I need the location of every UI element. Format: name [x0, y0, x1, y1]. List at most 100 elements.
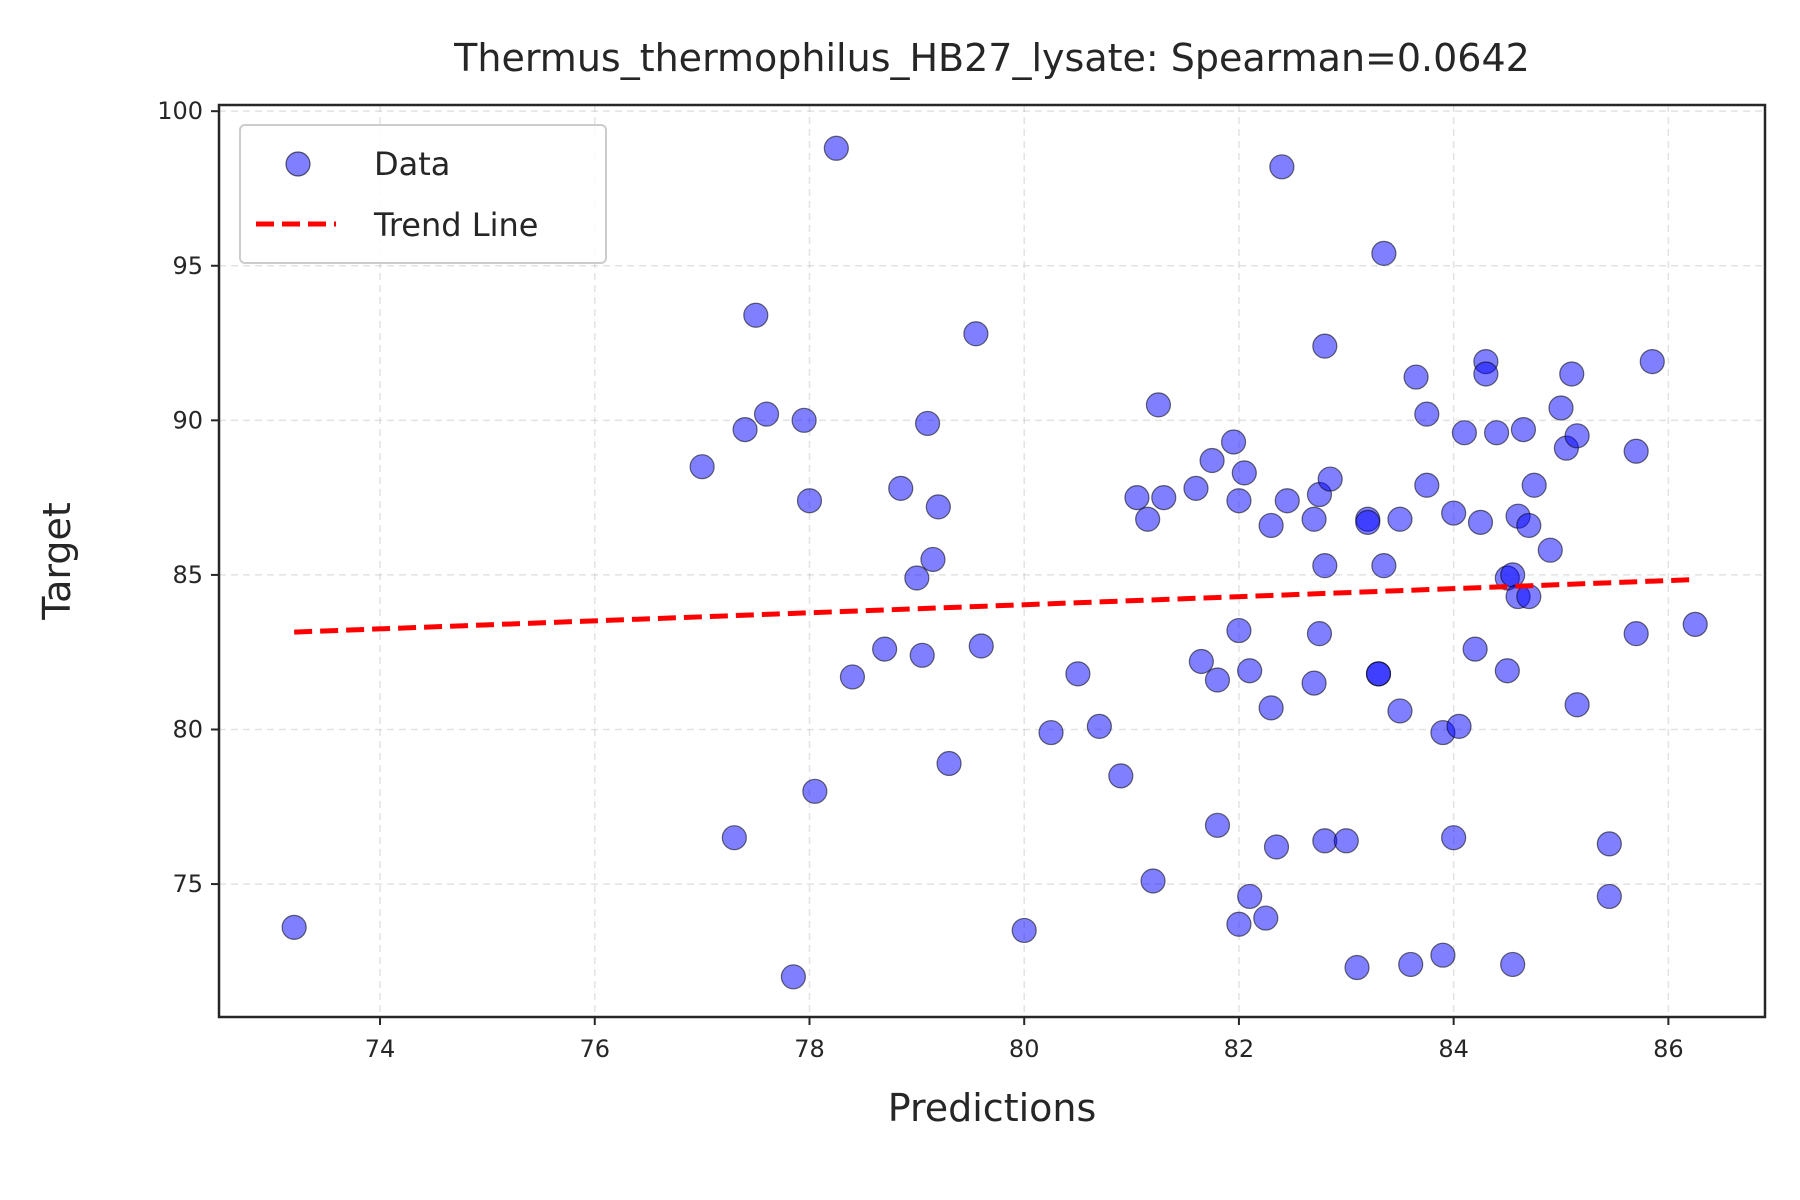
- x-tick-label: 86: [1653, 1035, 1684, 1063]
- data-point: [936, 750, 962, 777]
- legend-box: [239, 124, 607, 264]
- data-point: [1510, 417, 1537, 443]
- data-point: [839, 664, 866, 690]
- data-point: [1237, 658, 1263, 684]
- data-point: [1639, 348, 1665, 375]
- y-tick-label: 85: [172, 561, 203, 589]
- data-point: [1500, 562, 1526, 588]
- data-point: [968, 633, 994, 659]
- data-point: [1183, 475, 1209, 501]
- data-point: [1258, 695, 1284, 721]
- data-point: [1301, 506, 1327, 532]
- data-point: [1263, 834, 1290, 860]
- x-tick-label: 74: [365, 1035, 396, 1063]
- data-point: [1317, 466, 1343, 492]
- x-axis-label: Predictions: [888, 1086, 1097, 1130]
- chart-title: Thermus_thermophilus_HB27_lysate: Spearm…: [453, 36, 1530, 80]
- data-point: [1371, 240, 1397, 266]
- data-point: [1398, 951, 1424, 978]
- legend-marker-data: [285, 151, 311, 177]
- y-tick-label: 75: [172, 870, 203, 898]
- data-point: [1226, 911, 1252, 937]
- data-point: [925, 494, 951, 520]
- data-point: [1682, 611, 1708, 637]
- data-point: [1220, 429, 1247, 455]
- data-point: [281, 914, 307, 940]
- data-point: [1623, 438, 1649, 464]
- data-point: [872, 636, 898, 662]
- data-point: [1108, 763, 1134, 789]
- data-point: [1258, 512, 1284, 539]
- data-point: [888, 475, 914, 501]
- data-point: [1145, 392, 1172, 418]
- data-point: [1355, 509, 1381, 535]
- x-tick-label: 76: [579, 1035, 610, 1063]
- data-point: [1312, 828, 1338, 854]
- data-point: [1038, 719, 1064, 746]
- data-point: [689, 454, 715, 480]
- data-point: [1564, 692, 1590, 718]
- data-point: [1446, 713, 1472, 739]
- data-point: [1226, 488, 1252, 514]
- data-point: [1387, 698, 1413, 724]
- data-point: [823, 135, 849, 161]
- data-point: [1451, 420, 1477, 446]
- data-point: [1269, 154, 1295, 180]
- data-point: [1537, 537, 1563, 563]
- legend-label-trend: Trend Line: [373, 206, 538, 244]
- data-point: [1188, 648, 1214, 675]
- y-tick-label: 95: [172, 252, 203, 280]
- data-point: [1365, 661, 1392, 687]
- data-point: [796, 488, 823, 514]
- data-point: [904, 565, 930, 591]
- data-point: [963, 321, 989, 347]
- data-point: [1312, 333, 1338, 359]
- y-tick-label: 80: [172, 715, 203, 743]
- data-point: [1253, 905, 1279, 931]
- data-point: [1226, 617, 1252, 644]
- data-point: [721, 825, 747, 851]
- data-point: [1231, 460, 1257, 486]
- data-point: [914, 410, 941, 437]
- data-point: [1441, 825, 1467, 851]
- legend: Data Trend Line: [239, 124, 607, 264]
- data-point: [1306, 621, 1333, 647]
- data-point: [1199, 447, 1225, 474]
- y-tick-label: 100: [157, 97, 203, 125]
- data-point: [1086, 713, 1112, 739]
- data-point: [1414, 472, 1440, 498]
- data-point: [1548, 395, 1574, 421]
- data-point: [1521, 472, 1547, 498]
- data-point: [1559, 361, 1585, 387]
- data-point: [1403, 364, 1429, 390]
- data-point: [1135, 506, 1161, 532]
- data-point: [1204, 667, 1231, 693]
- legend-label-data: Data: [374, 145, 450, 183]
- data-point: [1301, 670, 1327, 696]
- data-point: [1333, 828, 1359, 854]
- data-point: [1473, 361, 1499, 387]
- axis-ticks: 74 76 78 80 82 84 86 75 80 85 90 95 100: [157, 97, 1683, 1063]
- data-point: [1500, 951, 1526, 978]
- data-point: [1124, 485, 1150, 511]
- data-point: [1237, 883, 1263, 910]
- data-point: [1494, 658, 1520, 684]
- y-tick-label: 90: [172, 406, 203, 434]
- data-point: [1344, 954, 1370, 981]
- data-point: [732, 417, 758, 443]
- data-point: [1441, 500, 1467, 526]
- data-point: [1140, 868, 1166, 894]
- data-point: [1596, 883, 1622, 910]
- data-points: [281, 135, 1708, 990]
- x-tick-label: 82: [1224, 1035, 1255, 1063]
- data-point: [1151, 485, 1177, 511]
- data-point: [1516, 512, 1542, 539]
- grid: [219, 105, 1765, 1017]
- data-point: [1430, 942, 1456, 968]
- data-point: [1204, 812, 1231, 838]
- data-point: [1467, 509, 1494, 535]
- data-point: [1462, 636, 1488, 662]
- data-point: [1274, 488, 1300, 514]
- x-tick-label: 78: [794, 1035, 825, 1063]
